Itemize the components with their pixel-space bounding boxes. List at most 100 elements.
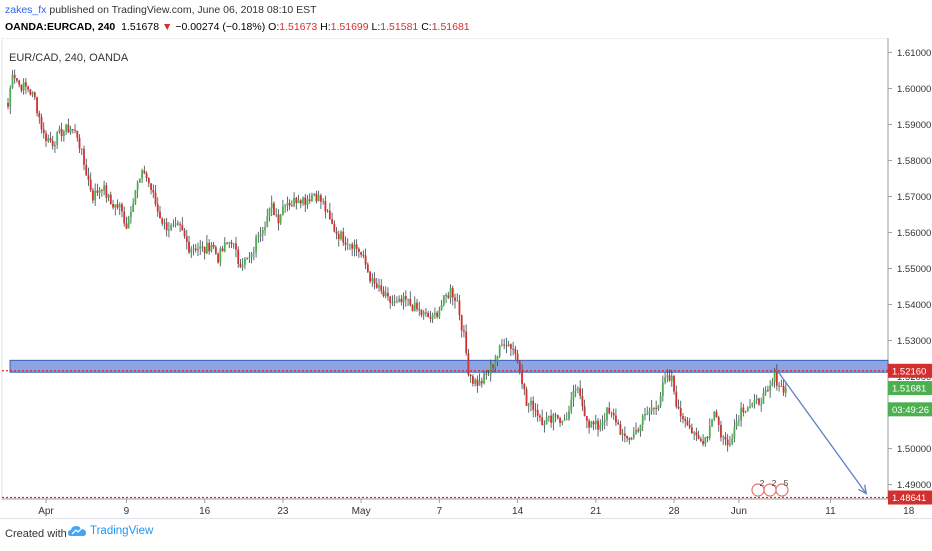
close-value: 1.51681 [431,21,470,33]
candle-body [594,420,597,425]
candle-body [38,113,41,118]
candle-body [702,440,704,445]
price-axis-badge [888,363,932,378]
candle-body [179,223,181,225]
tradingview-link[interactable]: TradingView [68,525,153,537]
candle-body [771,381,774,386]
candle-body [109,194,112,205]
candle-body [51,140,54,147]
candle-body [431,314,434,319]
candle-body [583,406,586,417]
x-tick-label: 9 [124,506,130,517]
x-tick-label: 28 [668,506,680,517]
candle-body [623,433,626,437]
candle-body [335,231,338,235]
candle-body [442,295,445,305]
candle-body [176,223,179,225]
candle-body [597,420,599,430]
candle-body [275,214,278,216]
candle-body [380,285,383,291]
candle-body [13,74,16,79]
candle-body [333,223,336,232]
candle-body [324,200,327,212]
candle-body [474,379,477,384]
candle-body [74,129,76,131]
candle-body [666,375,669,378]
candle-body [384,292,387,296]
candle-body [577,388,579,390]
candle-body [250,253,253,258]
candle-body [451,288,454,298]
candle-body [523,384,526,390]
candle-body [217,253,219,263]
candle-body [713,411,716,420]
candle-body [304,197,307,205]
candle-body [684,419,687,421]
candle-body [742,407,745,413]
price-axis-badge-label: 1.48641 [892,493,926,504]
candle-body [449,288,452,298]
candle-body [58,128,61,132]
candle-body [322,200,325,202]
candle-body [33,92,36,98]
candle-body [239,264,242,267]
candle-body [476,379,479,386]
candle-body [536,410,539,416]
projection-arrow-head-icon [858,484,868,495]
x-tick-label: 21 [590,506,602,517]
candle-body [252,252,255,254]
candle-body [418,309,421,311]
candle-body [29,89,32,95]
publication-header: zakes_fx published on TradingView.com, J… [5,4,317,16]
candle-body [24,82,27,87]
candle-body [699,438,702,441]
candle-body [648,411,651,415]
price-chart[interactable]: EUR/CAD, 240, OANDA 1.61000 1.60000 1.5900… [0,38,932,518]
candle-body [547,415,550,418]
candle-body [366,264,369,272]
candle-body [355,244,358,249]
candle-body [512,348,515,350]
candle-body [661,382,664,396]
candle-body [378,285,380,288]
candle-body [340,231,342,240]
candle-body [118,204,121,208]
candle-body [496,355,499,362]
candle-body [9,87,12,107]
down-arrow-icon: ▼ [162,21,173,33]
author-link[interactable]: zakes_fx [5,4,47,16]
candle-body [331,219,333,224]
x-tick-label: Jun [731,506,747,517]
price-axis-badge-label: 03:49:26 [892,405,929,416]
candle-body [308,199,311,201]
price-change: −0.00274 (−0.18%) [175,21,266,33]
candle-body [568,411,570,420]
candle-body [94,190,97,201]
candle-body [20,84,23,91]
candle-body [373,278,376,284]
candle-body [516,353,519,362]
candle-body [644,414,646,417]
candle-body [574,388,577,391]
candle-body [264,227,266,231]
candle-body [436,312,439,317]
candle-body [708,425,711,439]
candle-body [203,246,206,254]
candle-body [480,380,483,384]
candle-body [145,173,148,178]
candle-body [679,408,682,417]
candle-body [165,222,168,231]
candle-body [132,203,135,212]
candle-body [295,197,298,204]
candle-body [306,199,309,205]
candle-body [369,271,371,282]
candle-body [503,344,506,346]
candle-body [630,437,633,440]
candle-body [138,178,141,183]
y-tick-label: 1.59000 [897,120,931,131]
candle-body [313,193,316,195]
candle-body [219,248,222,263]
candle-body [722,436,725,438]
candle-body [123,211,126,224]
open-value: 1.51673 [279,21,318,33]
